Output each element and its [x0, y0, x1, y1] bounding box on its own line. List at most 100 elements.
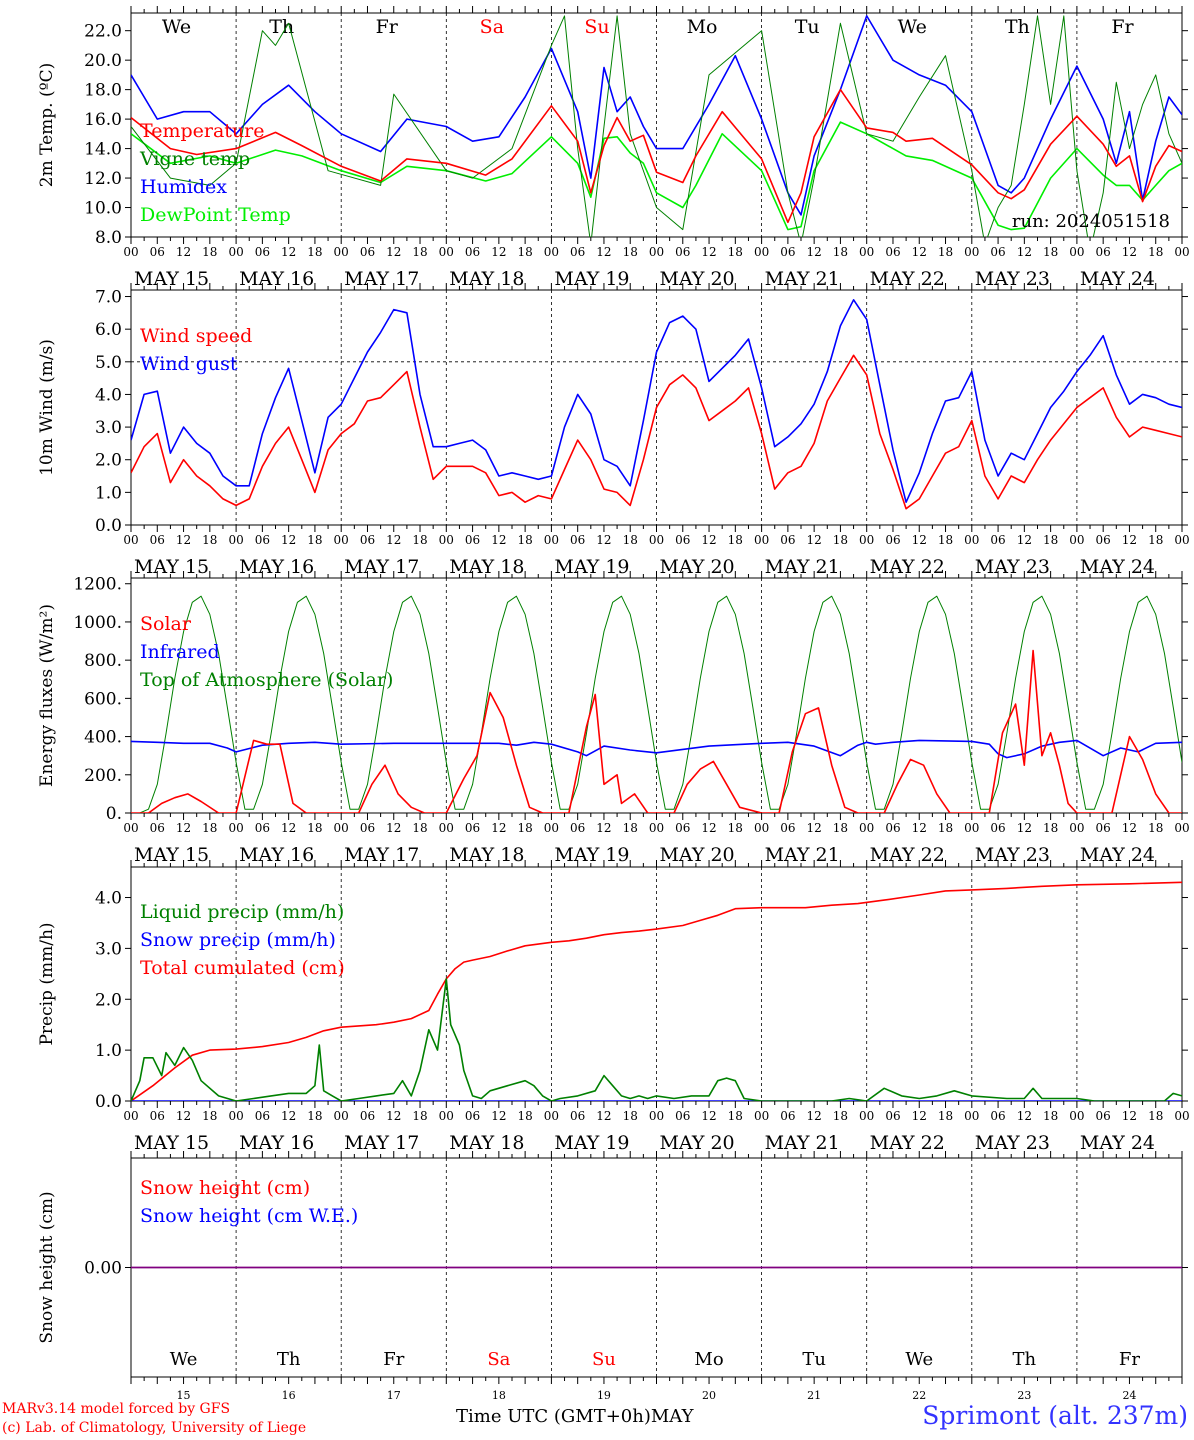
hour-tick-label: 00 [228, 245, 243, 259]
hour-tick-label: 18 [623, 1109, 638, 1123]
date-label: MAY 21 [765, 556, 840, 578]
hour-tick-label: 12 [912, 245, 927, 259]
hour-tick-label: 12 [807, 821, 822, 835]
hour-tick-label: 00 [123, 245, 138, 259]
weekday-label: Su [584, 16, 609, 38]
date-label: MAY 17 [344, 844, 419, 866]
hour-tick-label: 00 [334, 245, 349, 259]
y-tick-label: 600. [84, 689, 122, 709]
panel-4: 0.0 1.0 2.0 3.0 4.0 Precip (mm/h) 00 06 12 18 MAY … [37, 860, 1190, 1154]
series-line-solar [131, 649, 1182, 813]
date-label: MAY 15 [134, 268, 209, 290]
hour-tick-label: 00 [754, 1109, 769, 1123]
hour-tick-label: 18 [412, 533, 427, 547]
hour-tick-label: 18 [728, 533, 743, 547]
hour-tick-label: 18 [412, 245, 427, 259]
legend-entry: DewPoint Temp [140, 204, 291, 226]
y-axis-label: Energy fluxes (W/m²) [37, 604, 57, 787]
weekday-label: Tu [795, 16, 820, 38]
day-number-label: 24 [1122, 1389, 1136, 1402]
hour-tick-label: 06 [1096, 245, 1111, 259]
y-tick-label: 14.0 [84, 140, 122, 160]
hour-tick-label: 18 [938, 245, 953, 259]
hour-tick-label: 00 [544, 245, 559, 259]
hour-tick-label: 00 [859, 821, 874, 835]
hour-tick-label: 06 [150, 821, 165, 835]
hour-tick-label: 06 [885, 821, 900, 835]
hour-tick-label: 00 [123, 821, 138, 835]
legend-entry: Liquid precip (mm/h) [140, 901, 344, 923]
hour-tick-label: 12 [1122, 533, 1137, 547]
y-axis-label: 2m Temp. (ºC) [37, 63, 57, 188]
hour-tick-label: 18 [202, 245, 217, 259]
hour-tick-label: 12 [281, 245, 296, 259]
hour-tick-label: 12 [1017, 821, 1032, 835]
hour-tick-label: 06 [255, 245, 270, 259]
legend-entry: Infrared [140, 641, 220, 663]
date-label: MAY 23 [975, 844, 1050, 866]
date-label: MAY 24 [1080, 844, 1155, 866]
legend-entry: Snow height (cm W.E.) [140, 1205, 358, 1227]
hour-tick-label: 00 [544, 533, 559, 547]
hour-tick-label: 12 [1017, 533, 1032, 547]
hour-tick-label: 06 [570, 533, 585, 547]
date-label: MAY 24 [1080, 556, 1155, 578]
hour-tick-label: 06 [1096, 1109, 1111, 1123]
hour-tick-label: 12 [701, 821, 716, 835]
hour-tick-label: 00 [334, 821, 349, 835]
day-number-label: 17 [387, 1389, 401, 1402]
weekday-label: Fr [383, 1349, 404, 1370]
hour-tick-label: 18 [307, 821, 322, 835]
date-label: MAY 22 [870, 268, 945, 290]
hour-tick-label: 18 [517, 245, 532, 259]
hour-tick-label: 00 [1069, 821, 1084, 835]
hour-tick-label: 00 [1174, 1109, 1189, 1123]
hour-tick-label: 12 [912, 533, 927, 547]
date-label: MAY 17 [344, 556, 419, 578]
time-axis-caption: Time UTC (GMT+0h)MAY [456, 1406, 694, 1427]
day-number-label: 22 [912, 1389, 926, 1402]
hour-tick-label: 00 [439, 533, 454, 547]
y-tick-label: 8.0 [95, 228, 122, 248]
hour-tick-label: 00 [649, 821, 664, 835]
hour-tick-label: 12 [1017, 1109, 1032, 1123]
hour-tick-label: 00 [1069, 533, 1084, 547]
hour-tick-label: 06 [885, 533, 900, 547]
hour-tick-label: 06 [990, 1109, 1005, 1123]
hour-tick-label: 06 [150, 533, 165, 547]
hour-tick-label: 06 [1096, 821, 1111, 835]
hour-tick-label: 06 [675, 821, 690, 835]
weekday-label: We [898, 16, 927, 38]
y-axis-label: Precip (mm/h) [37, 922, 57, 1045]
legend-entry: Solar [140, 613, 192, 635]
hour-tick-label: 12 [491, 821, 506, 835]
y-tick-label: 800. [84, 651, 122, 671]
hour-tick-label: 18 [833, 821, 848, 835]
y-tick-label: 5.0 [95, 353, 122, 373]
hour-tick-label: 00 [1069, 245, 1084, 259]
hour-tick-label: 00 [123, 1109, 138, 1123]
legend-entry: Snow height (cm) [140, 1177, 310, 1199]
hour-tick-label: 00 [859, 533, 874, 547]
date-label: MAY 24 [1080, 268, 1155, 290]
hour-tick-label: 00 [1174, 821, 1189, 835]
date-label: MAY 21 [765, 1132, 840, 1154]
hour-tick-label: 00 [228, 821, 243, 835]
hour-tick-label: 18 [833, 533, 848, 547]
hour-tick-label: 06 [885, 1109, 900, 1123]
y-tick-label: 400. [84, 728, 122, 748]
hour-tick-label: 12 [701, 1109, 716, 1123]
hour-tick-label: 12 [281, 533, 296, 547]
y-tick-label: 4.0 [95, 385, 122, 405]
day-number-label: 16 [282, 1389, 296, 1402]
date-label: MAY 19 [554, 556, 629, 578]
hour-tick-label: 12 [386, 245, 401, 259]
hour-tick-label: 00 [1069, 1109, 1084, 1123]
day-number-label: 20 [702, 1389, 716, 1402]
hour-tick-label: 18 [202, 1109, 217, 1123]
legend-entry: Snow precip (mm/h) [140, 929, 336, 951]
hour-tick-label: 18 [1148, 533, 1163, 547]
date-label: MAY 18 [449, 844, 524, 866]
hour-tick-label: 00 [1174, 245, 1189, 259]
hour-tick-label: 00 [964, 533, 979, 547]
